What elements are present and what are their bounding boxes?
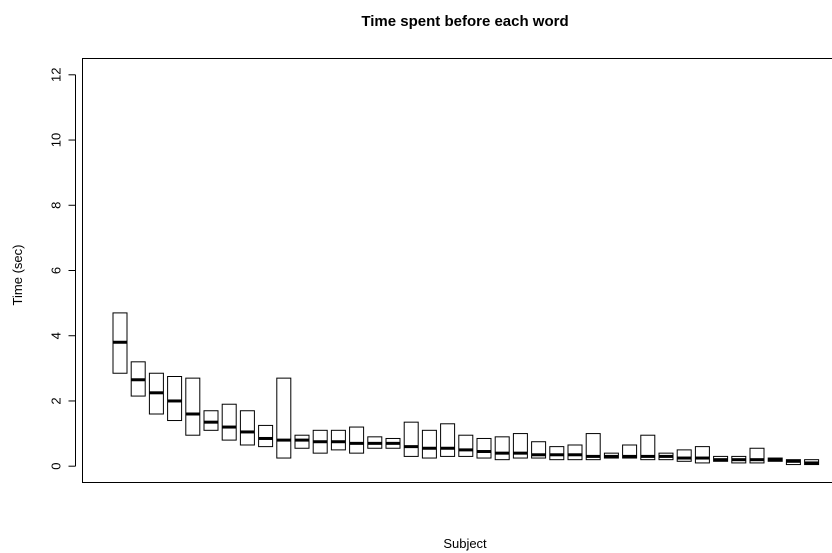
box-33	[694, 446, 710, 464]
box-18	[421, 429, 437, 459]
box-32	[676, 449, 692, 462]
box-24	[531, 441, 547, 459]
box-30	[640, 434, 656, 461]
y-axis-label: Time (sec)	[10, 245, 25, 306]
box-22	[494, 436, 510, 461]
y-tick-label: 12	[49, 68, 64, 82]
box-36	[749, 447, 765, 464]
box-20	[458, 434, 474, 457]
y-tick-label: 2	[49, 397, 64, 404]
box-17	[403, 421, 419, 457]
box-26	[567, 444, 583, 461]
box-10	[276, 377, 292, 459]
box-27	[585, 433, 601, 461]
chart-title: Time spent before each word	[361, 13, 568, 30]
box-21	[476, 437, 492, 459]
box-8	[239, 410, 255, 446]
x-axis-label: Subject	[443, 536, 487, 551]
y-tick-label: 8	[49, 202, 64, 209]
y-tick-label: 0	[49, 463, 64, 470]
y-tick-label: 10	[49, 133, 64, 147]
box-25	[549, 446, 565, 461]
y-tick-label: 6	[49, 267, 64, 274]
box-19	[440, 423, 456, 457]
box-23	[512, 433, 528, 459]
box-11	[294, 434, 310, 449]
box-13	[330, 429, 346, 451]
boxes-group	[112, 312, 820, 466]
y-axis: 0 2 4 6 8 10 12	[49, 68, 76, 470]
plot-frame	[82, 58, 832, 483]
y-tick-label: 4	[49, 332, 64, 339]
box-9	[258, 424, 274, 448]
box-6	[203, 410, 219, 431]
box-5	[185, 377, 201, 436]
box-7	[221, 403, 237, 441]
box-29	[622, 444, 638, 459]
box-4	[167, 376, 183, 422]
box-14	[349, 426, 365, 454]
